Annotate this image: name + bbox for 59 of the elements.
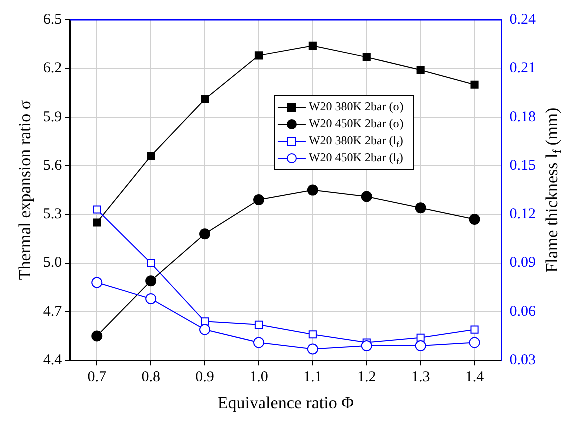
point xyxy=(93,218,102,227)
x-tick-label: 0.8 xyxy=(142,370,160,386)
point xyxy=(93,206,102,214)
y-tick-label: 5.3 xyxy=(43,206,62,223)
point xyxy=(307,184,318,196)
x-tick-label: 1.4 xyxy=(465,370,485,386)
point xyxy=(415,202,426,214)
point xyxy=(254,52,264,60)
point xyxy=(200,228,211,240)
point xyxy=(253,194,264,206)
y2-tick-label: 0.15 xyxy=(510,158,536,174)
y2-tick-label: 0.12 xyxy=(510,206,536,223)
x-tick-label: 0.7 xyxy=(88,370,107,386)
point xyxy=(92,330,103,342)
point xyxy=(469,337,480,348)
y2-tick-label: 0.21 xyxy=(510,60,536,77)
point xyxy=(416,66,425,74)
legend-label: W20 450K 2bar (σ) xyxy=(308,116,404,131)
point xyxy=(470,326,479,334)
x-tick-label: 1.1 xyxy=(304,370,322,386)
point xyxy=(469,214,480,225)
point xyxy=(308,330,317,339)
point xyxy=(254,320,264,329)
x-tick-label: 0.9 xyxy=(196,370,214,386)
point xyxy=(307,344,318,355)
point xyxy=(200,318,210,326)
y-tick-label: 4.7 xyxy=(43,304,63,320)
y-tick-label: 6.2 xyxy=(43,60,62,77)
y-tick-label: 5.9 xyxy=(43,109,62,126)
x-tick-label: 1.2 xyxy=(358,370,376,386)
y-tick-label: 5.6 xyxy=(43,158,63,174)
point xyxy=(253,337,264,348)
point xyxy=(470,80,479,89)
point xyxy=(146,276,157,287)
y2-tick-label: 0.03 xyxy=(510,352,536,369)
point xyxy=(200,324,211,336)
point xyxy=(147,152,156,160)
point xyxy=(361,191,372,202)
y2-tick-label: 0.06 xyxy=(510,304,536,320)
y2-axis-title: Flame thickness lf (mm) xyxy=(542,108,564,273)
y-tick-label: 6.5 xyxy=(43,12,62,28)
y-axis-title: Thermal expansion ratio σ xyxy=(16,100,35,280)
point xyxy=(308,42,317,50)
x-axis-title: Equivalence ratio Φ xyxy=(218,393,354,412)
point xyxy=(415,340,426,352)
point xyxy=(147,259,156,268)
y-tick-label: 5.0 xyxy=(43,255,62,272)
x-tick-label: 1.0 xyxy=(250,370,268,386)
y2-tick-label: 0.09 xyxy=(510,255,536,272)
y2-tick-label: 0.24 xyxy=(510,12,536,28)
point xyxy=(200,95,210,104)
legend-label: W20 380K 2bar (σ) xyxy=(308,100,404,114)
x-tick-label: 1.3 xyxy=(411,370,430,386)
y-tick-label: 4.4 xyxy=(43,352,63,369)
point xyxy=(362,53,371,62)
y2-tick-label: 0.18 xyxy=(510,109,536,126)
point xyxy=(92,277,103,288)
point xyxy=(361,340,372,352)
point xyxy=(146,293,157,304)
